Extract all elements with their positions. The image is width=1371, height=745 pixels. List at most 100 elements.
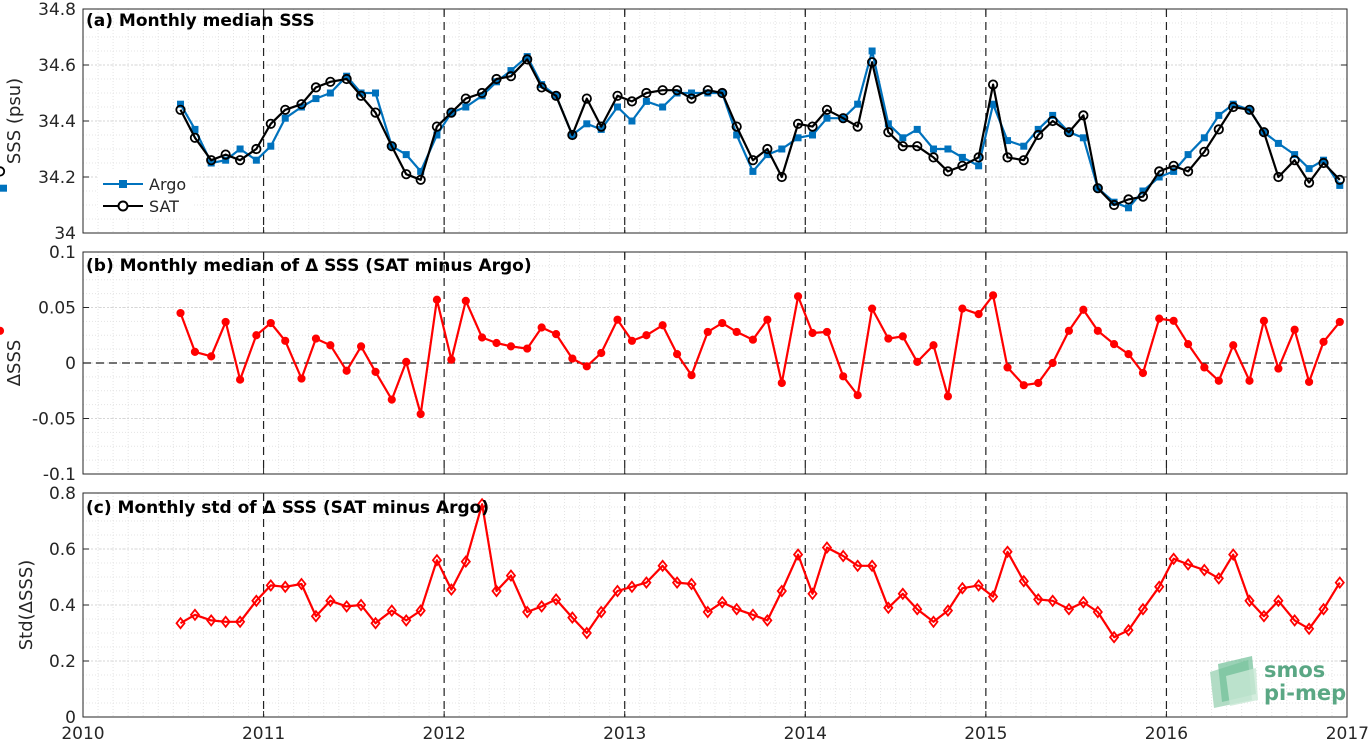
data-point: [747, 608, 759, 622]
data-point: [1018, 574, 1029, 588]
data-point: [987, 79, 999, 90]
data-point: [505, 569, 517, 583]
data-point: [310, 609, 322, 623]
data-point: [883, 127, 894, 138]
data-point: [913, 357, 922, 366]
data-point: [777, 378, 786, 388]
data-point: [1092, 183, 1103, 194]
data-point: [220, 615, 231, 629]
data-point: [1109, 340, 1119, 349]
data-point: [505, 71, 517, 82]
data-point: [731, 602, 742, 616]
data-point: [476, 87, 488, 99]
data-point: [1034, 125, 1042, 133]
data-point: [493, 78, 501, 86]
data-point: [686, 577, 697, 591]
data-point: [252, 331, 261, 340]
data-point: [176, 308, 185, 318]
data-point: [1303, 177, 1315, 188]
data-point: [297, 374, 306, 383]
data-point: [267, 142, 275, 150]
data-point: [748, 335, 758, 344]
data-point: [808, 328, 817, 338]
data-point: [1259, 316, 1269, 325]
panel-a-y-axis-label: SSS (psu): [4, 78, 25, 164]
data-point: [1289, 155, 1300, 166]
panel-c-y-axis-label: Std(ΔSSS): [16, 560, 37, 651]
x-tick-label: 2010: [61, 724, 104, 744]
data-point: [1213, 124, 1224, 135]
data-point: [731, 121, 742, 132]
data-point: [793, 292, 803, 301]
data-point: [507, 67, 515, 75]
y-tick-label: 0: [65, 708, 76, 728]
data-point: [973, 578, 984, 592]
data-point: [280, 104, 291, 115]
data-point: [1258, 127, 1270, 138]
data-point: [852, 559, 863, 573]
data-point: [550, 592, 562, 606]
data-point: [550, 90, 562, 101]
data-point: [1274, 364, 1283, 373]
data-point: [265, 578, 276, 592]
data-point: [401, 169, 412, 180]
data-point: [1319, 337, 1328, 347]
data-point: [506, 342, 516, 351]
data-point: [763, 151, 771, 159]
data-point: [866, 559, 878, 573]
data-point: [220, 149, 231, 160]
data-point: [717, 87, 728, 99]
data-point: [1244, 594, 1255, 608]
data-point: [536, 82, 547, 93]
data-point: [536, 599, 547, 613]
data-point: [1002, 152, 1013, 163]
data-point: [1289, 613, 1300, 627]
data-point: [821, 541, 833, 555]
data-point: [912, 602, 923, 616]
data-point: [868, 47, 876, 55]
data-point: [838, 549, 849, 563]
data-point: [370, 616, 381, 630]
data-point: [522, 54, 533, 65]
data-point: [1228, 548, 1239, 562]
data-point: [821, 104, 833, 115]
data-point: [1258, 609, 1270, 623]
data-point: [762, 143, 773, 155]
data-point: [297, 103, 305, 111]
data-point: [613, 315, 622, 324]
panel-c-grid: [83, 492, 1347, 718]
data-point: [1245, 376, 1254, 385]
data-point: [1334, 174, 1345, 185]
data-point: [597, 348, 606, 358]
data-point: [582, 362, 591, 371]
data-point: [794, 134, 802, 142]
data-point: [401, 613, 412, 627]
data-point: [189, 608, 201, 622]
data-point: [732, 327, 741, 337]
data-point: [1108, 630, 1120, 644]
data-point: [1320, 156, 1328, 164]
data-point: [581, 626, 592, 640]
data-point: [1290, 325, 1299, 334]
data-point: [206, 613, 217, 627]
data-point: [222, 156, 230, 164]
data-point: [973, 152, 984, 163]
data-point: [853, 391, 862, 400]
y-tick-label: 34.4: [38, 112, 76, 132]
data-point: [1318, 602, 1329, 616]
data-point: [944, 145, 952, 153]
data-point: [1123, 194, 1134, 205]
data-point: [326, 89, 334, 97]
data-point: [1079, 134, 1087, 142]
x-tick-label: 2017: [1326, 724, 1369, 744]
data-point: [523, 344, 532, 353]
data-point: [1274, 139, 1282, 147]
data-point: [1170, 167, 1178, 175]
data-point: [672, 350, 682, 359]
smos-pi-mep-logo: smos pi-mep: [1210, 656, 1346, 708]
y-tick-label: 34.8: [38, 0, 76, 20]
logo-text-pi-mep: pi-mep: [1264, 681, 1346, 705]
data-point: [1199, 146, 1210, 157]
data-point: [718, 318, 727, 328]
